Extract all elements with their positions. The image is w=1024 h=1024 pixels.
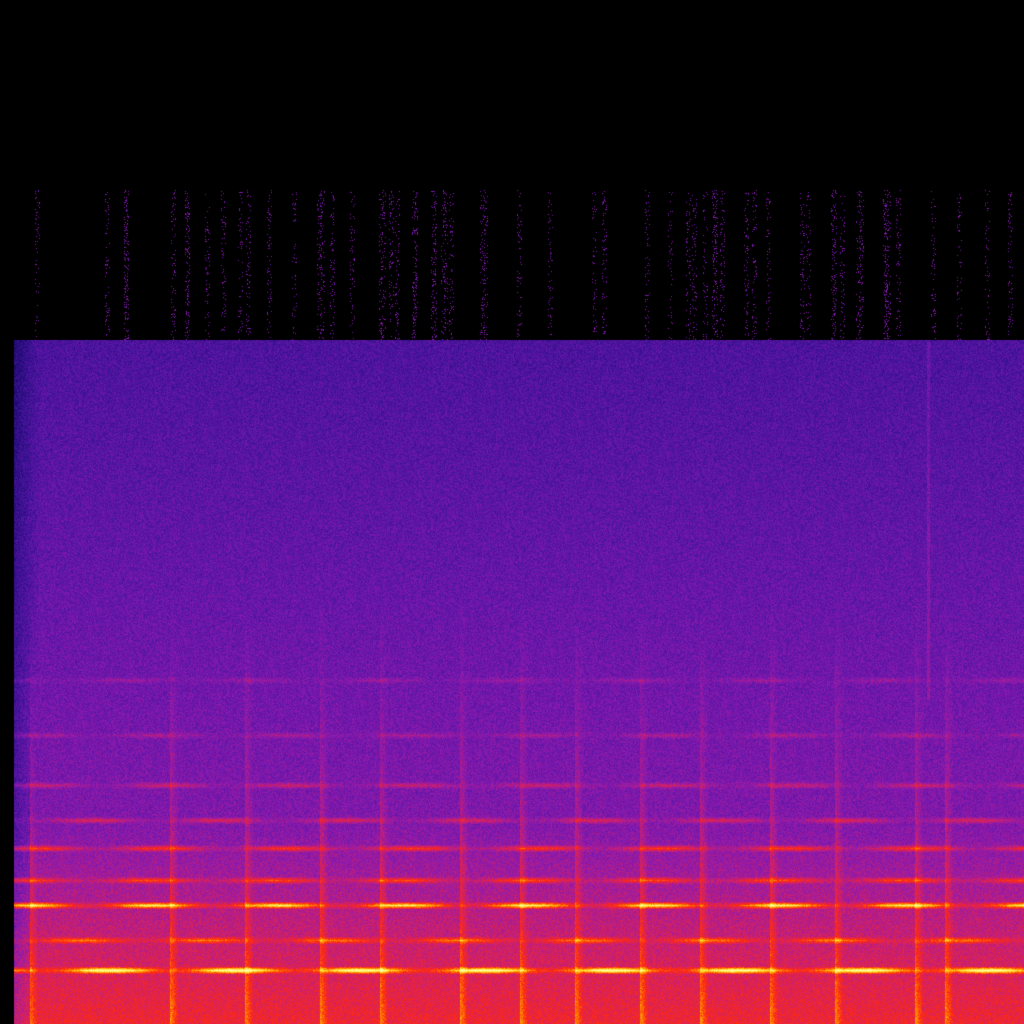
spectrogram-image — [0, 0, 1024, 1024]
